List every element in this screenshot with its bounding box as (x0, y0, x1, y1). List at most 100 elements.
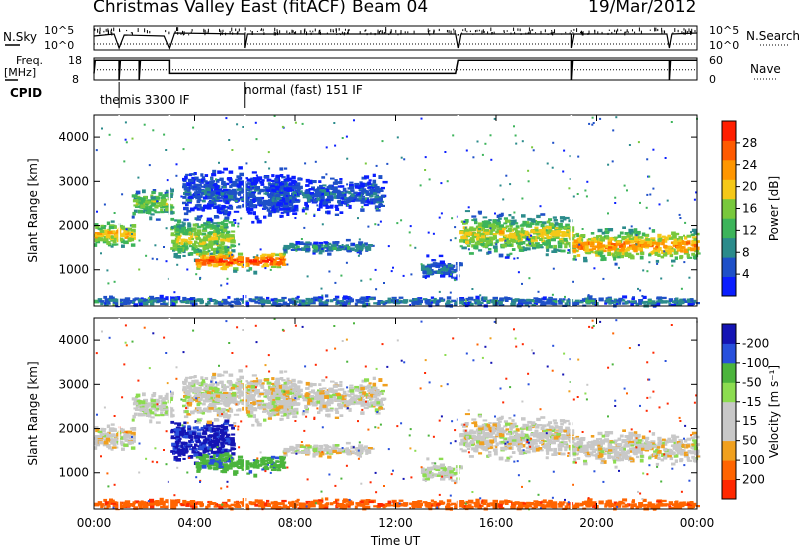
velocity-cell (121, 447, 125, 451)
velocity-cell (212, 440, 218, 444)
power-cell (182, 243, 186, 247)
power-noise (165, 227, 168, 230)
power-noise (419, 184, 422, 187)
velocity-cell (280, 456, 286, 459)
velocity-cell (106, 444, 111, 448)
velocity-cell (217, 373, 222, 377)
power-cell (354, 248, 359, 252)
power-cell (536, 236, 540, 240)
power-cell (602, 236, 606, 239)
velocity-cell (270, 463, 276, 467)
power-noise (199, 278, 201, 280)
power-cell (565, 227, 571, 230)
velocity-cell (190, 383, 196, 388)
cpid-entry-themis: themis 3300 IF (100, 93, 190, 107)
power-cell (489, 240, 493, 244)
power-cell (669, 253, 674, 258)
power-cell (459, 298, 465, 301)
velocity-cell (263, 395, 268, 398)
power-cell (575, 244, 580, 248)
power-cell (183, 238, 188, 242)
power-cell (605, 244, 611, 248)
velocity-cell (222, 431, 228, 436)
velocity-cell (261, 468, 267, 471)
power-cell (313, 241, 319, 245)
power-noise (210, 177, 213, 180)
power-noise (683, 261, 686, 264)
power-cell (209, 256, 215, 260)
power-noise (240, 217, 243, 220)
power-cell (279, 207, 284, 211)
power-cell (511, 216, 515, 219)
power-cell (208, 192, 215, 196)
power-cell (295, 200, 300, 203)
velocity-cell (281, 466, 287, 469)
power-cell (193, 191, 198, 195)
power-cell (156, 204, 160, 208)
power-cell (213, 190, 217, 195)
power-cell (565, 223, 570, 228)
power-cell (116, 301, 120, 306)
power-noise (352, 243, 355, 246)
power-cell (297, 248, 302, 251)
power-cell (624, 251, 629, 255)
power-cell (220, 233, 225, 237)
power-noise (578, 243, 581, 246)
power-cell (104, 298, 109, 302)
power-cell (254, 215, 259, 220)
power-cell (427, 301, 433, 306)
power-cell (97, 227, 103, 230)
power-cell (177, 247, 183, 252)
velocity-cell (226, 414, 232, 418)
velocity-cell (230, 457, 235, 461)
power-cell (590, 232, 595, 235)
velocity-cell (173, 428, 179, 432)
power-cell (455, 276, 460, 281)
power-cell (216, 224, 221, 228)
power-cell (270, 265, 277, 268)
power-cell (315, 188, 320, 193)
power-cell (283, 194, 289, 198)
power-cell (235, 178, 241, 182)
power-cell (621, 252, 627, 256)
power-cell (281, 260, 286, 265)
power-cell (184, 175, 188, 180)
power-noise (392, 266, 394, 269)
power-cell (613, 298, 618, 303)
power-cell (266, 299, 271, 304)
power-cell (475, 236, 480, 239)
power-noise (325, 173, 328, 176)
velocity-cell (196, 469, 201, 473)
power-cell (340, 200, 346, 204)
power-cell (444, 268, 448, 272)
power-cell (639, 241, 644, 244)
power-cell (145, 200, 150, 204)
power-cell (594, 245, 599, 249)
power-noise (513, 125, 515, 128)
power-cell (203, 196, 209, 200)
power-cell (266, 296, 270, 300)
power-noise (444, 151, 447, 153)
power-cell (184, 247, 189, 250)
power-cell (349, 298, 354, 303)
power-cell (621, 235, 627, 240)
power-cell (585, 299, 591, 304)
velocity-cell (257, 405, 262, 409)
power-cell (257, 298, 261, 302)
power-cell (283, 244, 288, 248)
power-noise (645, 206, 648, 209)
power-cell (337, 248, 342, 251)
power-cell (473, 218, 478, 222)
power-noise (614, 196, 617, 199)
power-cell (248, 298, 252, 302)
velocity-cell (175, 438, 180, 443)
power-cell (225, 263, 231, 266)
power-noise (581, 228, 584, 230)
power-cell (518, 299, 523, 304)
velocity-cell (208, 466, 212, 470)
power-cell (167, 208, 173, 211)
power-cell (308, 193, 312, 197)
power-cell (557, 244, 563, 249)
power-cell (458, 230, 464, 235)
